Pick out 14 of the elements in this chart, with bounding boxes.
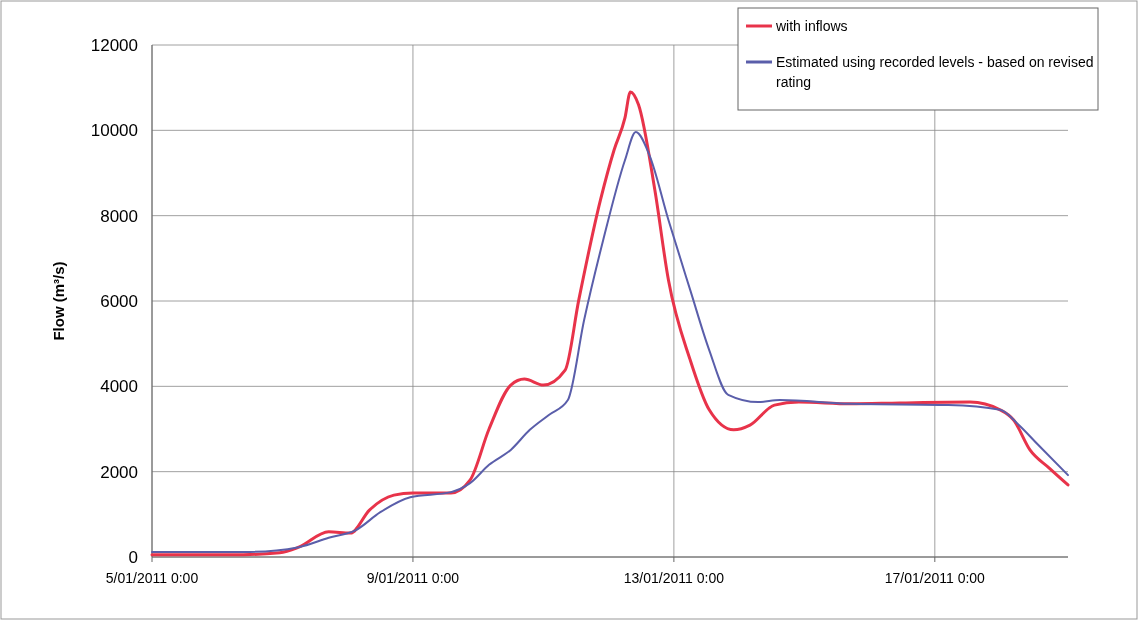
y-tick-label: 0 bbox=[128, 548, 138, 567]
legend-label: Estimated using recorded levels - based on revised rating bbox=[776, 54, 1094, 90]
x-tick-label: 9/01/2011 0:00 bbox=[366, 570, 460, 586]
y-tick-label: 2000 bbox=[100, 462, 138, 482]
legend-label: with inflows bbox=[775, 18, 848, 34]
y-tick-label: 12000 bbox=[90, 36, 138, 55]
x-tick-label: 17/01/2011 0:00 bbox=[884, 570, 986, 586]
y-tick-label: 6000 bbox=[100, 292, 138, 311]
y-axis-title: Flow (m³/s) bbox=[50, 261, 67, 341]
x-tick-label: 13/01/2011 0:00 bbox=[623, 570, 725, 586]
y-tick-label: 4000 bbox=[100, 377, 138, 397]
x-tick-label: 5/01/2011 0:00 bbox=[105, 570, 199, 586]
y-tick-label: 8000 bbox=[100, 206, 138, 226]
y-tick-label: 10000 bbox=[90, 121, 138, 141]
